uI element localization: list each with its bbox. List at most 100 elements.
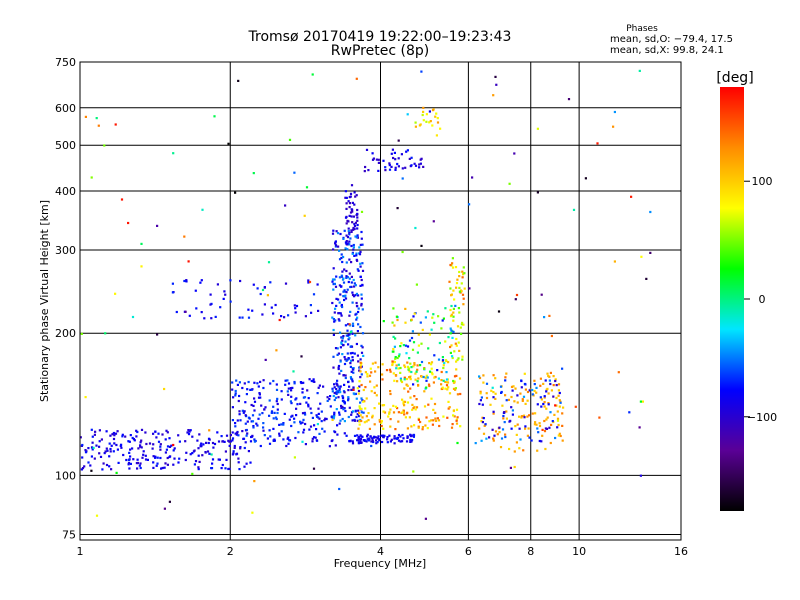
data-point <box>334 245 337 248</box>
data-point <box>178 457 181 460</box>
data-point <box>394 356 397 359</box>
data-point <box>209 303 212 306</box>
data-point <box>358 420 361 423</box>
data-point <box>95 444 98 447</box>
data-point <box>549 411 552 414</box>
data-point <box>299 422 302 425</box>
data-point <box>543 316 546 319</box>
data-point <box>364 371 367 374</box>
data-point <box>460 282 463 285</box>
data-point <box>359 401 362 404</box>
data-point <box>433 354 436 357</box>
data-point <box>520 416 523 419</box>
data-point <box>528 389 531 392</box>
data-point <box>337 385 340 388</box>
data-point <box>304 422 307 426</box>
data-point <box>231 388 234 391</box>
data-point <box>445 378 449 381</box>
data-point <box>454 342 457 345</box>
data-point <box>341 305 344 309</box>
data-point <box>353 352 356 355</box>
data-point <box>483 424 486 427</box>
data-point <box>350 215 353 218</box>
data-point <box>430 371 434 374</box>
data-point <box>498 426 501 429</box>
data-point <box>305 186 309 189</box>
data-point <box>345 222 348 225</box>
data-point <box>306 389 309 392</box>
data-point <box>547 392 550 395</box>
data-point <box>449 263 452 267</box>
data-point <box>455 419 458 422</box>
data-point <box>250 435 253 439</box>
data-point <box>436 117 439 120</box>
data-point <box>173 457 176 460</box>
data-point <box>145 442 148 446</box>
data-point <box>191 452 194 455</box>
data-point <box>455 282 459 285</box>
data-point <box>495 83 498 86</box>
data-point <box>274 416 278 419</box>
data-point <box>272 427 275 430</box>
data-point <box>257 396 261 399</box>
data-point <box>468 203 471 206</box>
data-point <box>311 416 314 419</box>
data-point <box>557 389 560 392</box>
data-point <box>246 388 249 391</box>
data-point <box>549 371 552 374</box>
data-point <box>136 467 139 470</box>
data-point <box>430 419 433 422</box>
data-point <box>331 301 334 305</box>
data-point <box>331 316 334 319</box>
data-point <box>217 440 221 443</box>
data-point <box>334 244 338 247</box>
data-point <box>121 433 124 436</box>
data-point <box>345 291 348 294</box>
data-point <box>343 289 346 292</box>
data-point <box>514 387 517 390</box>
data-point <box>405 440 409 443</box>
data-point <box>276 397 279 400</box>
data-point <box>275 400 278 403</box>
data-point <box>409 362 412 365</box>
data-point <box>228 467 231 470</box>
data-point <box>331 390 334 393</box>
data-point <box>139 444 142 447</box>
data-point <box>458 349 461 352</box>
data-point <box>402 437 405 440</box>
data-point <box>293 171 296 174</box>
data-point <box>434 411 437 414</box>
data-point <box>164 438 167 441</box>
data-point <box>396 207 399 210</box>
data-point <box>211 462 214 465</box>
data-point <box>307 403 310 406</box>
data-point <box>347 399 350 402</box>
data-point <box>452 381 455 384</box>
data-point <box>208 452 211 455</box>
data-point <box>112 437 116 441</box>
data-point <box>344 190 347 193</box>
data-point <box>353 223 356 226</box>
data-point <box>234 425 237 428</box>
data-point <box>256 424 259 427</box>
data-point <box>132 458 135 461</box>
data-point <box>431 373 434 376</box>
data-point <box>333 413 336 416</box>
data-point <box>364 386 367 389</box>
data-point <box>338 372 341 375</box>
data-point <box>404 416 407 419</box>
data-point <box>359 366 362 369</box>
data-point <box>309 304 312 307</box>
data-point <box>350 184 354 187</box>
data-point <box>388 368 392 371</box>
data-point <box>337 364 341 368</box>
data-point <box>232 452 235 455</box>
data-point <box>264 358 267 361</box>
data-point <box>268 399 271 402</box>
data-point <box>396 318 399 322</box>
data-point <box>370 390 373 393</box>
data-point <box>231 419 234 422</box>
data-point <box>90 428 93 431</box>
data-point <box>170 444 173 447</box>
data-point <box>462 303 465 306</box>
